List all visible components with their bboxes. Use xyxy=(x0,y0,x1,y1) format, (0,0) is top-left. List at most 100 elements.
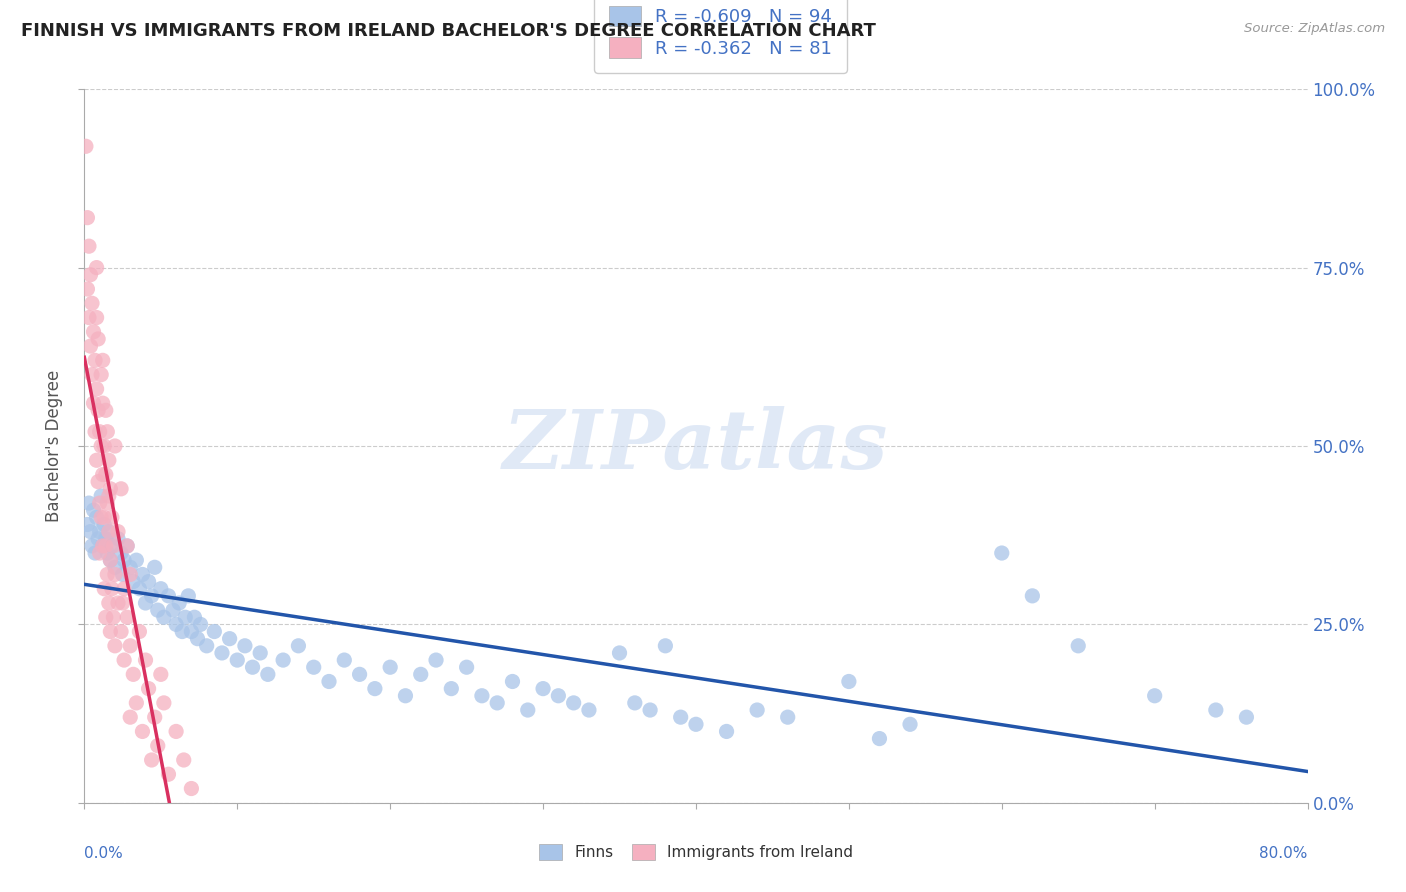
Point xyxy=(80,368,103,382)
Point xyxy=(898,717,921,731)
Point xyxy=(1143,689,1166,703)
Point xyxy=(110,546,132,560)
Point xyxy=(211,646,233,660)
Point xyxy=(89,524,111,539)
Point xyxy=(110,482,132,496)
Point xyxy=(149,582,172,596)
Point xyxy=(180,781,202,796)
Point xyxy=(167,596,190,610)
Point xyxy=(440,681,463,696)
Point xyxy=(218,632,240,646)
Legend: Finns, Immigrants from Ireland: Finns, Immigrants from Ireland xyxy=(533,838,859,866)
Point xyxy=(531,681,554,696)
Point xyxy=(87,403,110,417)
Point xyxy=(98,553,121,567)
Point xyxy=(120,710,142,724)
Point xyxy=(669,710,692,724)
Point xyxy=(112,653,135,667)
Point xyxy=(1205,703,1227,717)
Point xyxy=(76,211,98,225)
Point xyxy=(94,610,117,624)
Point xyxy=(135,653,157,667)
Point xyxy=(120,639,142,653)
Point xyxy=(94,467,117,482)
Point xyxy=(318,674,340,689)
Point xyxy=(83,325,105,339)
Point xyxy=(96,546,118,560)
Text: FINNISH VS IMMIGRANTS FROM IRELAND BACHELOR'S DEGREE CORRELATION CHART: FINNISH VS IMMIGRANTS FROM IRELAND BACHE… xyxy=(21,22,876,40)
Point xyxy=(107,532,129,546)
Point xyxy=(76,517,98,532)
Point xyxy=(101,510,124,524)
Point xyxy=(162,603,184,617)
Point xyxy=(195,639,218,653)
Point xyxy=(86,310,108,325)
Point xyxy=(115,610,138,624)
Point xyxy=(128,582,150,596)
Point xyxy=(146,603,169,617)
Point xyxy=(91,539,114,553)
Point xyxy=(638,703,661,717)
Point xyxy=(157,767,180,781)
Point xyxy=(747,703,769,717)
Point xyxy=(120,567,142,582)
Point xyxy=(97,524,120,539)
Point xyxy=(349,667,371,681)
Point xyxy=(685,717,707,731)
Point xyxy=(186,632,208,646)
Point xyxy=(98,553,121,567)
Point xyxy=(98,482,121,496)
Point xyxy=(153,610,176,624)
Point xyxy=(1067,639,1090,653)
Point xyxy=(115,539,138,553)
Point xyxy=(96,425,118,439)
Point xyxy=(75,139,97,153)
Point xyxy=(83,396,105,410)
Point xyxy=(79,524,101,539)
Point xyxy=(98,624,121,639)
Point xyxy=(115,539,138,553)
Point xyxy=(112,582,135,596)
Point xyxy=(84,353,107,368)
Point xyxy=(471,689,494,703)
Point xyxy=(111,567,134,582)
Point xyxy=(138,574,160,589)
Text: 80.0%: 80.0% xyxy=(1260,846,1308,861)
Point xyxy=(141,589,163,603)
Point xyxy=(91,539,114,553)
Point xyxy=(80,296,103,310)
Point xyxy=(86,260,108,275)
Point xyxy=(257,667,280,681)
Point xyxy=(77,496,100,510)
Point xyxy=(128,624,150,639)
Point xyxy=(516,703,538,717)
Point xyxy=(174,610,197,624)
Point xyxy=(177,589,200,603)
Point xyxy=(84,546,107,560)
Point xyxy=(149,667,172,681)
Point xyxy=(110,624,132,639)
Point xyxy=(183,610,205,624)
Point xyxy=(138,681,160,696)
Point xyxy=(172,624,194,639)
Point xyxy=(84,425,107,439)
Point xyxy=(226,653,249,667)
Point xyxy=(101,582,124,596)
Point xyxy=(112,553,135,567)
Point xyxy=(165,724,187,739)
Point xyxy=(202,624,225,639)
Point xyxy=(122,574,145,589)
Point xyxy=(180,624,202,639)
Point xyxy=(97,524,120,539)
Point xyxy=(93,510,115,524)
Point xyxy=(146,739,169,753)
Point xyxy=(107,524,129,539)
Point xyxy=(135,596,157,610)
Point xyxy=(502,674,524,689)
Point xyxy=(97,489,120,503)
Point xyxy=(333,653,356,667)
Text: 0.0%: 0.0% xyxy=(84,846,124,861)
Point xyxy=(578,703,600,717)
Point xyxy=(249,646,271,660)
Point xyxy=(173,753,195,767)
